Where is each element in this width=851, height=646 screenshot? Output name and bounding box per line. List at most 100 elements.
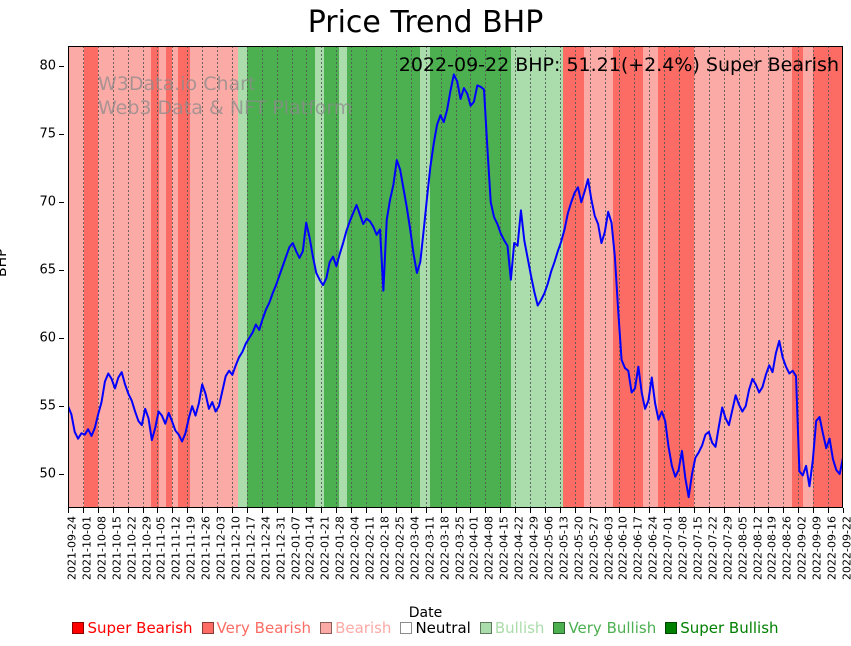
x-axis-tick-mark [262,508,263,513]
gridline [351,46,352,508]
legend-swatch-icon [553,622,566,634]
gridline [396,46,397,508]
y-axis-tick-mark [59,134,64,136]
x-axis-tick-mark [68,508,69,513]
sentiment-band [693,46,712,508]
sentiment-band [246,46,316,508]
gridline [143,46,144,508]
sentiment-band [802,46,814,508]
x-axis-tick-label: 2022-01-28 [333,516,347,580]
x-axis-tick-mark [605,508,606,513]
gridline [172,46,173,508]
x-axis-tick-mark [470,508,471,513]
x-axis-tick-label: 2022-09-16 [825,516,839,580]
gridline [500,46,501,508]
x-axis-tick-mark [798,508,799,513]
sentiment-band [324,46,340,508]
x-axis-tick-label: 2022-01-07 [289,516,303,580]
sentiment-band [158,46,167,508]
sentiment-band [112,46,128,508]
y-axis-tick-label: 80 [39,58,56,74]
sentiment-band [598,46,614,508]
gridline [768,46,769,508]
x-axis-tick-mark [828,508,829,513]
sentiment-band [679,46,694,508]
legend-item[interactable]: Neutral [400,619,471,637]
legend-item[interactable]: Bullish [479,619,545,637]
y-axis-title: BHP [0,248,10,277]
x-axis-tick-label: 2021-11-05 [154,516,168,580]
x-axis-tick-label: 2022-05-20 [572,516,586,580]
x-axis-tick-label: 2022-04-01 [467,516,481,580]
x-axis-tick-label: 2022-08-12 [751,516,765,580]
legend-item[interactable]: Very Bearish [201,619,311,637]
x-axis-tick-label: 2021-09-24 [65,516,79,580]
sentiment-band [223,46,238,508]
sentiment-band [813,46,824,508]
gridline [187,46,188,508]
legend-swatch-icon [400,622,413,634]
x-axis-tick-label: 2021-10-01 [80,516,94,580]
x-axis-tick-label: 2022-06-03 [602,516,616,580]
gridline [113,46,114,508]
x-axis-tick-mark [277,508,278,513]
legend-item[interactable]: Very Bullish [553,619,656,637]
gridline [515,46,516,508]
legend-item[interactable]: Bearish [320,619,391,637]
sentiment-band [172,46,179,508]
sentiment-band [315,46,325,508]
x-axis-tick-label: 2022-03-04 [408,516,422,580]
sentiment-band [166,46,173,508]
x-axis-tick-label: 2021-10-08 [95,516,109,580]
gridline [98,46,99,508]
sentiment-band [84,46,98,508]
x-axis-tick-label: 2022-04-22 [512,516,526,580]
legend-item-label: Bearish [335,619,392,637]
x-axis-tick-label: 2022-03-11 [423,516,437,580]
x-axis-tick-label: 2022-04-29 [527,516,541,580]
x-axis-tick-label: 2022-06-10 [616,516,630,580]
y-axis-tick-mark [59,338,64,340]
gridline [694,46,695,508]
x-axis: 2021-09-24 2021-10-01 2021-10-08 2021-10-15… [0,508,851,608]
x-axis-tick-label: 2022-04-15 [497,516,511,580]
x-axis-tick-mark [366,508,367,513]
x-axis-tick-label: 2022-02-04 [348,516,362,580]
legend-item[interactable]: Super Bullish [665,619,779,637]
sentiment-band [151,46,159,508]
sentiment-band [127,46,143,508]
x-axis-tick-mark [172,508,173,513]
gridline [634,46,635,508]
legend-item-label: Bullish [494,619,545,637]
x-axis-tick-label: 2022-07-01 [661,516,675,580]
legend-item[interactable]: Super Bearish [72,619,193,637]
price-polyline [68,73,843,499]
x-axis-tick-mark [441,508,442,513]
gridline [83,46,84,508]
sentiment-band [562,46,584,508]
legend-swatch-icon [72,622,85,634]
x-axis-tick-label: 2022-05-27 [587,516,601,580]
x-axis-tick-label: 2022-01-14 [303,516,317,580]
x-axis-tick-label: 2021-10-15 [110,516,124,580]
x-axis-title: Date [408,605,443,621]
legend-swatch-icon [201,622,214,634]
x-axis-tick-mark [396,508,397,513]
x-axis-tick-label: 2021-10-22 [125,516,139,580]
page-title: Price Trend BHP [307,5,544,40]
x-axis-tick-label: 2022-08-26 [780,516,794,580]
x-axis-tick-label: 2022-08-19 [765,516,779,580]
y-axis-tick-label: 65 [39,262,56,278]
x-axis-tick-label: 2022-07-22 [706,516,720,580]
x-axis-tick-mark [321,508,322,513]
x-axis-tick-mark [664,508,665,513]
sentiment-band [237,46,247,508]
y-axis-tick-mark [59,66,64,68]
x-axis-tick-label: 2022-04-08 [482,516,496,580]
gridline [232,46,233,508]
legend-item-label: Very Bullish [568,619,657,637]
x-axis-tick-mark [619,508,620,513]
gridline [724,46,725,508]
y-axis-tick-label: 60 [39,330,56,346]
price-line [68,73,843,499]
